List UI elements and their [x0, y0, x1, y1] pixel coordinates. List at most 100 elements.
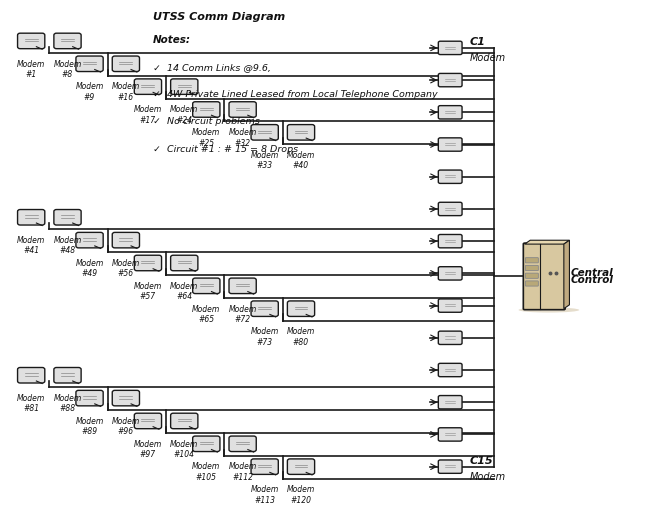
Text: Modem
#57: Modem #57: [134, 281, 162, 301]
Text: Modem
#16: Modem #16: [112, 82, 140, 102]
Text: Modem
#17: Modem #17: [134, 105, 162, 124]
Text: Modem
#56: Modem #56: [112, 259, 140, 278]
Text: Modem
#89: Modem #89: [75, 417, 104, 436]
Polygon shape: [441, 107, 461, 117]
Text: Notes:: Notes:: [153, 36, 191, 46]
Polygon shape: [441, 333, 461, 343]
Text: Modem
#113: Modem #113: [250, 485, 279, 505]
FancyBboxPatch shape: [112, 56, 140, 72]
FancyBboxPatch shape: [251, 124, 278, 140]
FancyBboxPatch shape: [525, 281, 538, 286]
Polygon shape: [441, 172, 461, 182]
Text: Modem
#8: Modem #8: [53, 59, 82, 79]
FancyBboxPatch shape: [251, 459, 278, 474]
Text: Central: Central: [570, 268, 613, 278]
FancyBboxPatch shape: [54, 33, 81, 49]
Text: ✓  14 Comm Links @9.6,: ✓ 14 Comm Links @9.6,: [153, 63, 271, 72]
Text: Modem
#64: Modem #64: [170, 281, 198, 301]
FancyBboxPatch shape: [523, 243, 565, 310]
Polygon shape: [441, 204, 461, 214]
Polygon shape: [255, 303, 277, 314]
FancyBboxPatch shape: [135, 79, 162, 94]
Polygon shape: [441, 462, 461, 471]
Text: C15: C15: [470, 456, 493, 466]
Text: Modem
#49: Modem #49: [75, 259, 104, 278]
FancyBboxPatch shape: [18, 367, 45, 383]
Text: Modem
#24: Modem #24: [170, 105, 198, 124]
Polygon shape: [255, 127, 277, 138]
Text: C1: C1: [470, 37, 486, 47]
Text: Modem
#112: Modem #112: [229, 462, 257, 482]
FancyBboxPatch shape: [438, 428, 462, 441]
FancyBboxPatch shape: [251, 301, 278, 316]
FancyBboxPatch shape: [76, 232, 103, 248]
FancyBboxPatch shape: [192, 278, 220, 294]
Text: Modem
#9: Modem #9: [75, 82, 104, 102]
FancyBboxPatch shape: [171, 79, 198, 94]
Polygon shape: [196, 104, 218, 115]
Polygon shape: [441, 268, 461, 278]
Text: Modem
#120: Modem #120: [287, 485, 315, 505]
FancyBboxPatch shape: [229, 102, 256, 117]
FancyBboxPatch shape: [438, 235, 462, 248]
FancyBboxPatch shape: [438, 460, 462, 473]
Text: Modem
#104: Modem #104: [170, 439, 198, 459]
FancyBboxPatch shape: [229, 278, 256, 294]
Polygon shape: [21, 370, 44, 380]
Polygon shape: [138, 416, 160, 426]
FancyBboxPatch shape: [54, 367, 81, 383]
FancyBboxPatch shape: [438, 396, 462, 409]
FancyBboxPatch shape: [438, 202, 462, 215]
Text: Modem
#32: Modem #32: [229, 128, 257, 147]
Text: Modem: Modem: [470, 53, 506, 63]
Polygon shape: [57, 36, 79, 46]
Text: Modem
#72: Modem #72: [229, 304, 257, 324]
Polygon shape: [233, 104, 255, 115]
FancyBboxPatch shape: [525, 258, 538, 263]
FancyBboxPatch shape: [438, 106, 462, 119]
Polygon shape: [116, 58, 138, 69]
FancyBboxPatch shape: [135, 255, 162, 271]
Text: ✓  Circuit #1 : # 15 = 8 Drops: ✓ Circuit #1 : # 15 = 8 Drops: [153, 145, 298, 154]
FancyBboxPatch shape: [438, 41, 462, 54]
FancyBboxPatch shape: [438, 299, 462, 312]
Polygon shape: [21, 212, 44, 223]
FancyBboxPatch shape: [192, 436, 220, 452]
Polygon shape: [138, 258, 160, 268]
Polygon shape: [57, 212, 79, 223]
Polygon shape: [525, 240, 569, 244]
Polygon shape: [441, 397, 461, 407]
FancyBboxPatch shape: [112, 232, 140, 248]
Polygon shape: [57, 370, 79, 380]
Polygon shape: [116, 235, 138, 245]
FancyBboxPatch shape: [192, 102, 220, 117]
FancyBboxPatch shape: [171, 413, 198, 429]
Polygon shape: [441, 43, 461, 53]
Text: Modem
#41: Modem #41: [17, 236, 46, 256]
Text: Modem: Modem: [470, 471, 506, 482]
Polygon shape: [564, 240, 569, 309]
Text: Control: Control: [570, 275, 613, 284]
FancyBboxPatch shape: [287, 301, 315, 316]
Polygon shape: [441, 430, 461, 439]
Polygon shape: [174, 258, 196, 268]
Polygon shape: [291, 303, 313, 314]
Text: Modem
#80: Modem #80: [287, 327, 315, 347]
Polygon shape: [441, 301, 461, 310]
FancyBboxPatch shape: [438, 170, 462, 183]
FancyBboxPatch shape: [54, 209, 81, 225]
Ellipse shape: [519, 307, 579, 312]
Polygon shape: [255, 461, 277, 472]
Polygon shape: [441, 140, 461, 149]
Text: Modem
#1: Modem #1: [17, 59, 46, 79]
Text: Modem
#81: Modem #81: [17, 394, 46, 414]
FancyBboxPatch shape: [525, 273, 538, 278]
Text: ✓  4W Private Lined Leased from Local Telephone Company: ✓ 4W Private Lined Leased from Local Tel…: [153, 90, 437, 99]
FancyBboxPatch shape: [229, 436, 256, 452]
Polygon shape: [116, 393, 138, 403]
FancyBboxPatch shape: [171, 255, 198, 271]
Polygon shape: [196, 280, 218, 291]
Text: Modem
#25: Modem #25: [192, 128, 220, 147]
Polygon shape: [21, 36, 44, 46]
FancyBboxPatch shape: [287, 124, 315, 140]
